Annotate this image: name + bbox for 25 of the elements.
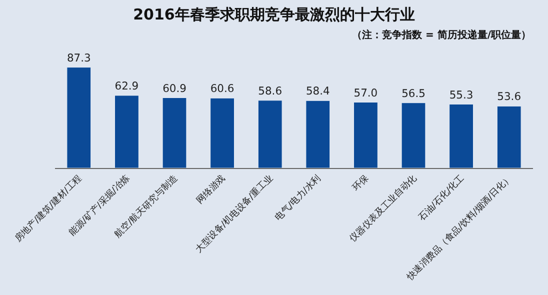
data-label: 56.5 [402,86,426,100]
bar [354,102,378,168]
data-label: 60.6 [210,82,234,96]
bar [496,106,522,168]
data-label: 58.6 [258,84,282,98]
bar [114,95,139,168]
bar [401,102,426,168]
x-tick-label: 网络游戏 [194,172,228,206]
data-label: 62.9 [114,80,139,93]
bar [258,100,282,168]
data-label: 58.4 [306,84,330,98]
chart-subtitle: （注：竞争指数 = 简历投递量/职位量） [352,29,531,41]
data-label: 60.9 [162,82,187,95]
bar [210,98,234,168]
x-tick-label: 环保 [350,172,372,194]
data-label: 53.6 [497,90,522,104]
bar [162,98,187,168]
data-label: 55.3 [449,88,474,102]
bar [66,67,92,168]
x-tick-label: 电气/电力/水利 [272,172,324,224]
chart-title: 2016年春季求职期竞争最激烈的十大行业 [133,5,415,24]
data-label: 87.3 [66,51,91,64]
bar [306,100,330,168]
bar [449,104,474,168]
data-label: 57.0 [354,86,378,100]
